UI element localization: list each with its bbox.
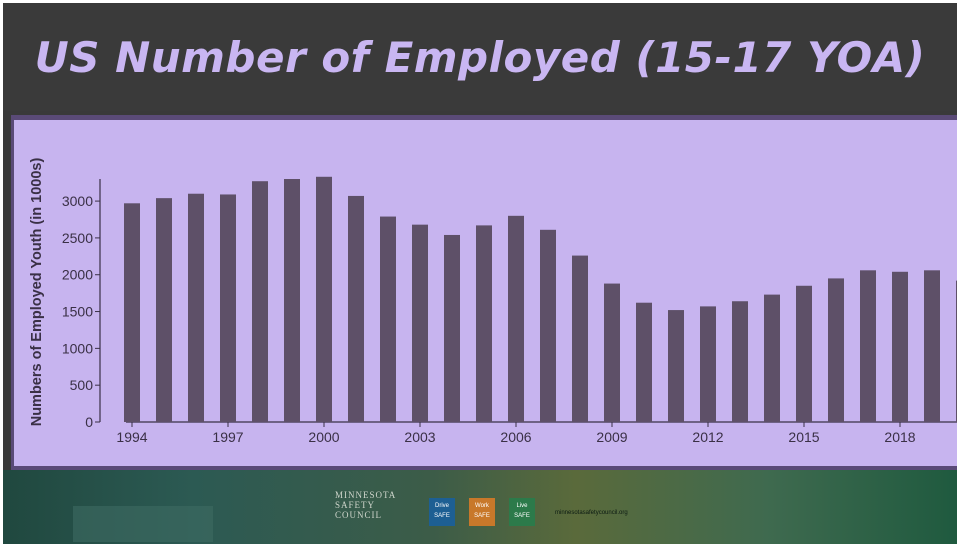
bar-1994 [124, 203, 140, 422]
bar-2001 [348, 195, 364, 422]
y-tick-label: 2500 [62, 230, 93, 246]
x-tick-label: 2009 [596, 429, 627, 445]
y-axis-label: Numbers of Employed Youth (in 1000s) [29, 158, 45, 427]
y-tick-label: 1000 [62, 340, 93, 356]
x-tick-label: 1997 [212, 429, 243, 445]
work-safe-badge: Work SAFE [469, 498, 495, 526]
bars [124, 176, 957, 422]
bar-2010 [636, 302, 652, 422]
slide-title: US Number of Employed (15-17 YOA) [34, 32, 926, 82]
x-tick-label: 1994 [116, 429, 147, 445]
y-tick-label: 500 [70, 377, 94, 393]
x-tick-label: 2015 [788, 429, 819, 445]
y-tick-label: 3000 [62, 193, 93, 209]
bar-1998 [252, 181, 268, 422]
y-tick-label: 2000 [62, 267, 93, 283]
chart-panel: 0 500 1000 1500 2000 2500 3000 1994 1997 2000 200… [11, 115, 957, 470]
bar-2013 [732, 301, 748, 422]
bar-2016 [828, 278, 844, 422]
bar-2019 [924, 270, 940, 422]
bar-2008 [572, 255, 588, 422]
footer-blur-element [73, 506, 213, 542]
x-tick-label: 2006 [500, 429, 531, 445]
bar-2007 [540, 229, 556, 422]
bar-2003 [412, 224, 428, 422]
bar-chart: 0 500 1000 1500 2000 2500 3000 1994 1997 2000 200… [29, 158, 957, 445]
live-safe-badge: Live SAFE [509, 498, 535, 526]
x-tick-label: 2000 [308, 429, 339, 445]
bar-1997 [220, 194, 236, 422]
website-link[interactable]: minnesotasafetycouncil.org [555, 510, 628, 516]
bar-2020 [956, 280, 957, 422]
x-tick-label: 2018 [884, 429, 915, 445]
bar-2006 [508, 215, 524, 422]
y-axis: 0 500 1000 1500 2000 2500 3000 [62, 179, 101, 430]
bar-1995 [156, 198, 172, 422]
bar-2017 [860, 270, 876, 422]
bar-1999 [284, 179, 300, 422]
bar-2015 [796, 285, 812, 422]
bar-2011 [668, 310, 684, 422]
bar-2018 [892, 271, 908, 422]
x-tick-label: 2003 [404, 429, 435, 445]
x-tick-label: 2012 [692, 429, 723, 445]
x-axis: 1994 1997 2000 2003 2006 2009 2012 2015 2018 [116, 421, 957, 445]
bar-2014 [764, 294, 780, 422]
bar-2002 [380, 216, 396, 422]
title-bar: US Number of Employed (15-17 YOA) [3, 3, 957, 111]
bar-1996 [188, 193, 204, 422]
safety-council-logo: MINNESOTA SAFETY COUNCIL [335, 490, 397, 520]
bar-2012 [700, 306, 716, 422]
bar-2004 [444, 234, 460, 422]
y-tick-label: 1500 [62, 304, 93, 320]
slide: US Number of Employed (15-17 YOA) 0 500 10… [3, 3, 957, 544]
bar-2009 [604, 283, 620, 422]
y-tick-label: 0 [85, 414, 93, 430]
drive-safe-badge: Drive SAFE [429, 498, 455, 526]
bar-2005 [476, 225, 492, 422]
bar-2000 [316, 176, 332, 422]
footer: MINNESOTA SAFETY COUNCIL Drive SAFE Work S… [3, 470, 957, 544]
